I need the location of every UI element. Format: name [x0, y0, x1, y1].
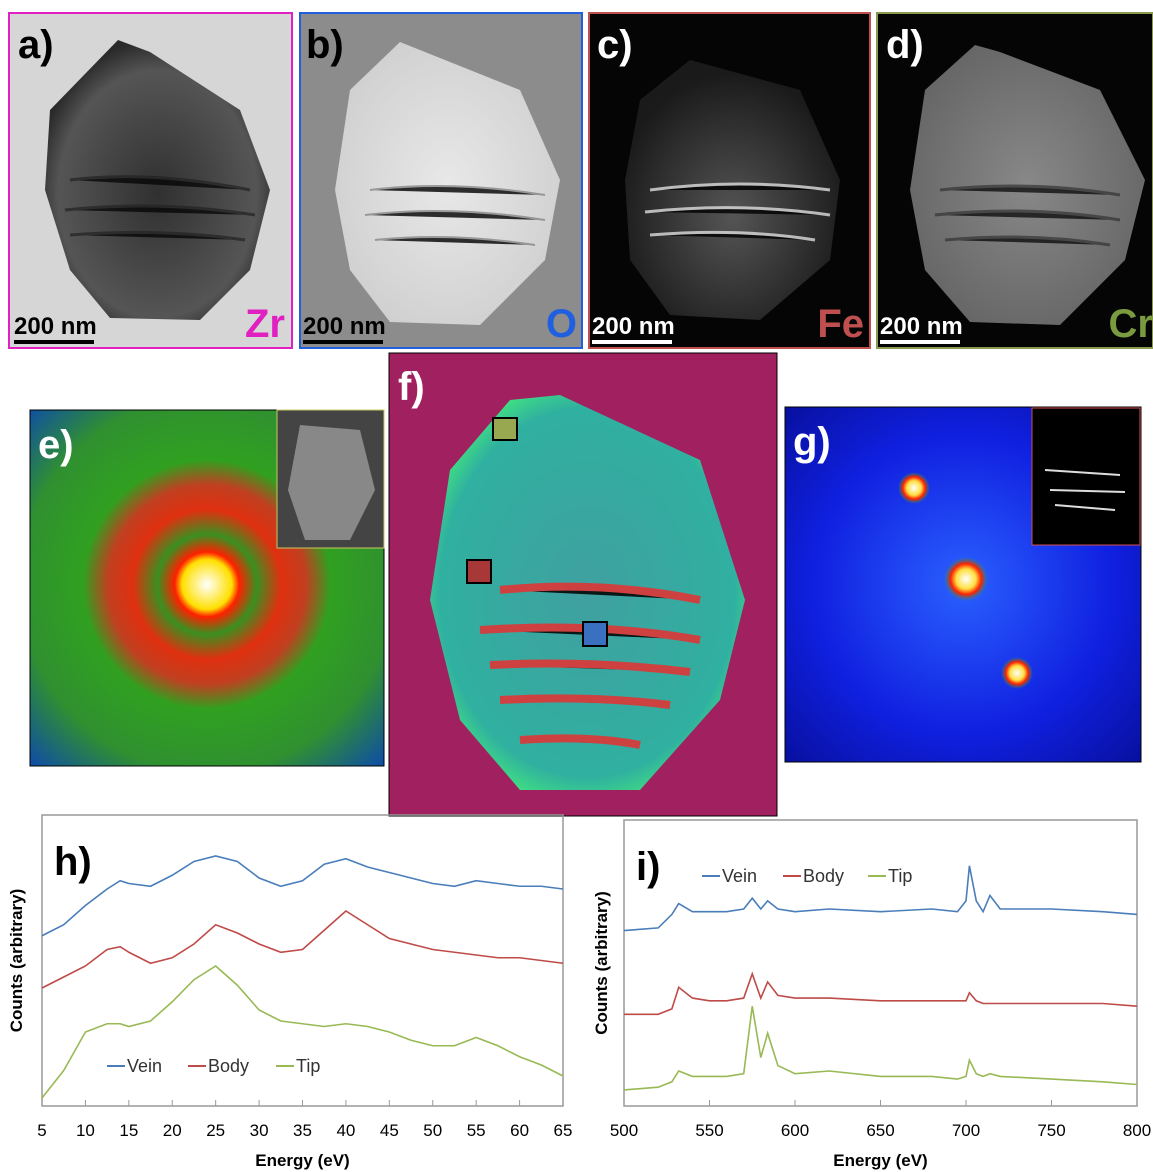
panel-label: i): [636, 845, 660, 889]
x-tick-label: 600: [781, 1121, 809, 1140]
x-tick-label: 30: [250, 1121, 269, 1140]
x-axis-title: Energy (eV): [255, 1151, 349, 1170]
y-axis-title: Counts (arbitrary): [592, 891, 611, 1035]
x-tick-label: 650: [866, 1121, 894, 1140]
y-axis-title: Counts (arbitrary): [7, 889, 26, 1033]
legend-label: Body: [803, 866, 844, 886]
panel-g: g): [785, 407, 1141, 762]
x-tick-label: 5: [37, 1121, 46, 1140]
element-label: Cr: [1109, 302, 1153, 346]
legend-label: Body: [208, 1056, 249, 1076]
panel-label: b): [306, 23, 344, 67]
x-tick-label: 35: [293, 1121, 312, 1140]
panel-label: h): [54, 840, 92, 884]
x-tick-label: 40: [336, 1121, 355, 1140]
legend-label: Tip: [888, 866, 912, 886]
panel-f: f): [389, 353, 777, 816]
x-tick-label: 65: [554, 1121, 573, 1140]
x-tick-label: 45: [380, 1121, 399, 1140]
x-tick-label: 60: [510, 1121, 529, 1140]
panel-label: a): [18, 23, 54, 67]
panel-label: c): [597, 23, 633, 67]
series-line: [42, 911, 563, 988]
legend-label: Vein: [722, 866, 757, 886]
panel-e: e): [30, 410, 384, 766]
series-line: [42, 856, 563, 936]
x-tick-label: 10: [76, 1121, 95, 1140]
x-tick-label: 500: [610, 1121, 638, 1140]
element-label: O: [546, 302, 577, 346]
x-tick-label: 750: [1037, 1121, 1065, 1140]
plot-frame: [624, 820, 1137, 1106]
x-tick-label: 700: [952, 1121, 980, 1140]
legend-label: Tip: [296, 1056, 320, 1076]
scale-bar-label: 200 nm: [880, 313, 963, 340]
panel-label: d): [886, 23, 924, 67]
x-tick-label: 25: [206, 1121, 225, 1140]
series-line: [42, 966, 563, 1098]
panel-c: c) Fe 200 nm: [589, 13, 870, 348]
element-label: Fe: [817, 302, 864, 346]
figure: a) Zr 200 nm b) O 200 nm c) Fe 200 nm d)…: [0, 0, 1153, 1172]
panel-label: g): [793, 420, 831, 464]
x-axis-title: Energy (eV): [833, 1151, 927, 1170]
x-tick-label: 15: [119, 1121, 138, 1140]
scale-bar-label: 200 nm: [14, 313, 97, 340]
panel-label: e): [38, 423, 74, 467]
panel-d: d) Cr 200 nm: [877, 13, 1153, 348]
element-label: Zr: [245, 302, 285, 346]
scale-bar-label: 200 nm: [303, 313, 386, 340]
scale-bar-label: 200 nm: [592, 313, 675, 340]
panel-label: f): [398, 365, 425, 409]
x-tick-label: 20: [163, 1121, 182, 1140]
panel-b: b) O 200 nm: [300, 13, 582, 348]
series-line: [624, 1006, 1137, 1090]
x-tick-label: 50: [423, 1121, 442, 1140]
x-tick-label: 55: [467, 1121, 486, 1140]
x-tick-label: 800: [1123, 1121, 1151, 1140]
panel-a: a) Zr 200 nm: [9, 13, 292, 348]
x-tick-label: 550: [695, 1121, 723, 1140]
series-line: [624, 974, 1137, 1015]
legend-label: Vein: [127, 1056, 162, 1076]
